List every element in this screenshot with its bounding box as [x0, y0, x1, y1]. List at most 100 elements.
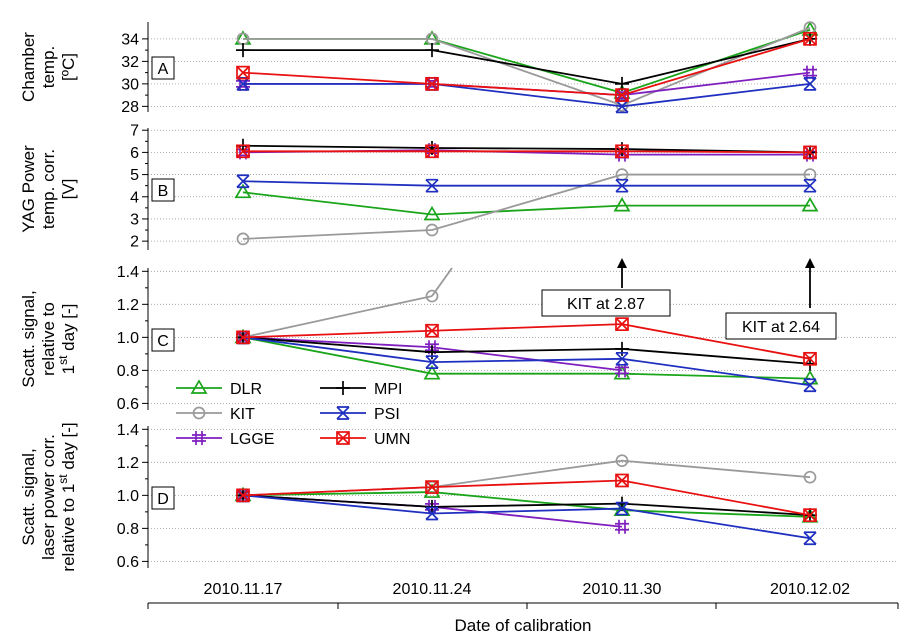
- series-umn: [236, 32, 817, 102]
- data-point: [425, 178, 439, 193]
- data-point: [425, 143, 439, 158]
- data-point: [615, 501, 629, 516]
- y-tick-label: 3: [130, 211, 139, 228]
- panel-label: D: [157, 491, 169, 508]
- series-line: [242, 336, 811, 365]
- data-point: [613, 196, 631, 212]
- data-point: [234, 183, 252, 199]
- y-tick-label: 7: [130, 123, 139, 140]
- panel-label-box: [151, 486, 175, 510]
- y-axis-label-line: laser power corr.: [39, 434, 58, 560]
- data-point: [615, 178, 629, 193]
- data-point: [425, 289, 439, 303]
- data-point: [615, 144, 629, 159]
- data-point: [236, 488, 250, 503]
- panel-label-box: [151, 328, 175, 352]
- y-tick-label: 2: [130, 234, 139, 251]
- panel-label: A: [158, 61, 169, 78]
- annotation: KIT at 2.64: [725, 258, 837, 340]
- series-line: [242, 323, 811, 360]
- x-axis-label: Date of calibration: [454, 616, 591, 635]
- data-point: [423, 364, 441, 380]
- annotation-arrowhead: [805, 258, 815, 268]
- y-axis-label-line: [V]: [59, 179, 78, 200]
- data-point: [801, 196, 819, 212]
- data-point: [236, 330, 250, 345]
- series-line: [242, 336, 811, 380]
- data-point: [425, 77, 439, 91]
- data-point: [803, 178, 817, 193]
- series-line: [242, 144, 811, 154]
- data-point: [803, 508, 817, 523]
- series-line: [242, 295, 433, 339]
- data-point: [615, 88, 629, 102]
- legend-label: KIT: [230, 406, 255, 423]
- annotation-text: KIT at 2.64: [742, 319, 820, 336]
- data-point: [425, 140, 439, 155]
- data-point: [425, 340, 439, 355]
- panel-label: C: [157, 333, 169, 350]
- legend-label: DLR: [230, 381, 262, 398]
- y-axis-label-line: relative to: [39, 302, 58, 376]
- annotation-text: KIT at 2.87: [567, 296, 645, 313]
- legend-item-mpi: MPI: [320, 381, 402, 398]
- series-line: [242, 173, 810, 240]
- series-line: [243, 82, 811, 108]
- y-axis-label-line: Scatt. signal,: [19, 290, 38, 387]
- data-point: [615, 363, 629, 378]
- data-point: [803, 32, 817, 46]
- series-line: [242, 38, 811, 97]
- y-tick-label: 30: [121, 76, 139, 93]
- y-tick-label: 0.6: [117, 554, 139, 571]
- data-point: [803, 531, 817, 546]
- panel-label: B: [158, 183, 169, 200]
- legend-label: UMN: [374, 431, 410, 448]
- series-line: [242, 191, 810, 216]
- y-tick-label: 0.6: [117, 396, 139, 413]
- annotation: KIT at 2.87: [541, 258, 671, 317]
- data-point: [425, 480, 439, 494]
- panel-label-box: [151, 56, 175, 80]
- data-point: [425, 355, 439, 369]
- legend-marker: [192, 406, 206, 420]
- y-tick-label: 1.2: [117, 455, 139, 472]
- data-point: [236, 145, 250, 160]
- panel-b: 2 3 4 5 6 7 B YAG Power temp. corr. [V]: [19, 123, 898, 251]
- series-dlr: [234, 183, 819, 221]
- legend-item-psi: PSI: [320, 406, 400, 423]
- panel-a: 28 30 32 34 A Chamber temp. [ºC]: [19, 21, 898, 116]
- legend-marker: [336, 431, 350, 445]
- series-mpi: [236, 138, 817, 160]
- y-tick-label: 0.8: [117, 521, 139, 538]
- y-tick-label: 1.2: [117, 297, 139, 314]
- y-axis-label-line: relative to 1st day [-]: [56, 422, 78, 571]
- panel-d: 0.6 0.8 1.0 1.2 1.4 D Scatt. signal, laser powe…: [19, 422, 898, 572]
- data-point: [236, 144, 250, 159]
- y-tick-label: 0.8: [117, 363, 139, 380]
- data-point: [803, 145, 817, 160]
- data-point: [615, 519, 629, 534]
- series-line: [243, 150, 811, 154]
- panel-label-box: [151, 178, 175, 202]
- series-kit: [236, 168, 817, 246]
- legend-item-kit: KIT: [176, 406, 255, 423]
- x-tick-label: 2010.11.24: [393, 581, 472, 598]
- series-line: [242, 494, 811, 517]
- y-axis-label-line: Scatt. signal,: [19, 448, 38, 545]
- legend-label: PSI: [374, 406, 400, 423]
- data-point: [803, 77, 817, 91]
- y-tick-label: 4: [130, 189, 139, 206]
- data-point: [801, 369, 819, 385]
- data-point: [615, 142, 629, 157]
- data-point: [425, 323, 439, 338]
- legend-item-lgge: LGGE: [176, 431, 274, 448]
- kit-offscale-line: [431, 267, 453, 297]
- y-tick-label: 6: [130, 145, 139, 162]
- series-umn: [236, 144, 817, 160]
- y-axis-label-line: temp.: [39, 46, 58, 89]
- y-tick-label: 5: [130, 167, 139, 184]
- data-point: [615, 473, 629, 488]
- series-line: [242, 494, 811, 540]
- legend-item-umn: UMN: [320, 431, 410, 448]
- series-line: [242, 180, 810, 187]
